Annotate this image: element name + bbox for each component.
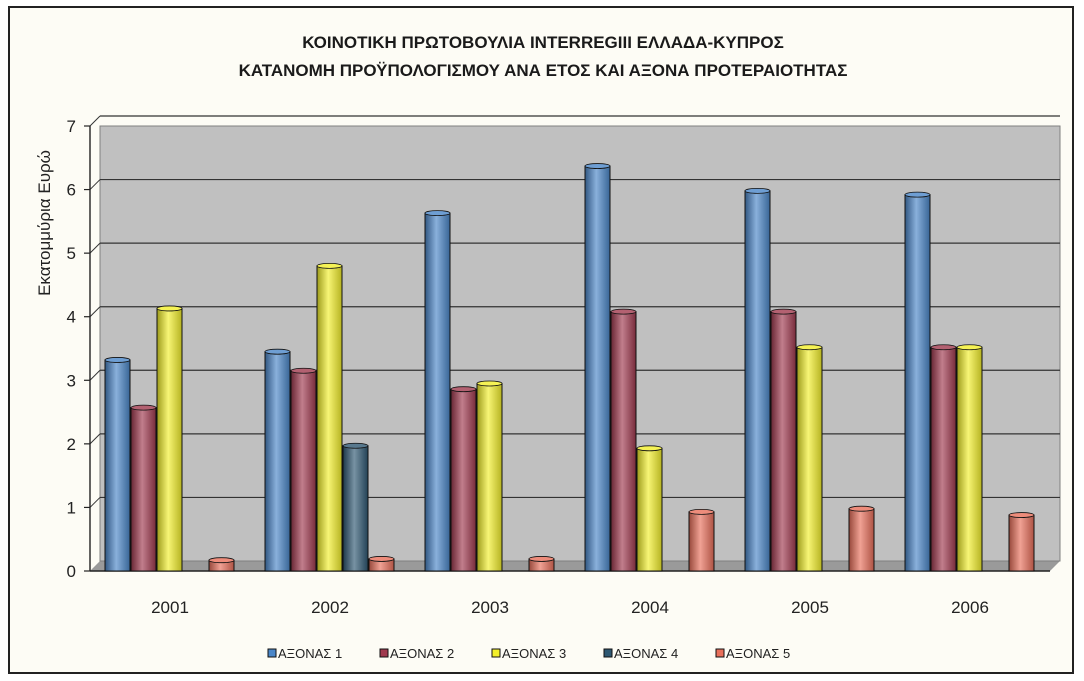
bar-top	[1008, 512, 1035, 518]
bar-top	[610, 308, 637, 315]
bar-top	[528, 556, 555, 562]
bar-top	[796, 344, 823, 351]
gridline-side	[89, 497, 101, 508]
bar-top	[316, 262, 343, 269]
bar-2003-αξονας-1	[424, 212, 451, 572]
bar-2006-αξονας-1	[904, 194, 931, 572]
gridline-side	[89, 433, 101, 445]
bar-top	[208, 557, 235, 564]
bar-top	[956, 344, 983, 351]
bar-top	[156, 305, 183, 312]
gridline-side	[89, 115, 101, 127]
y-tick-label: 1	[67, 498, 76, 517]
bar-2004-αξονας-2	[610, 311, 637, 572]
y-axis-title: Εκατομμύρια Ευρώ	[35, 150, 54, 296]
bar-top	[476, 380, 503, 387]
gridline-side	[89, 242, 101, 254]
bar-top	[688, 508, 715, 515]
bar-2005-αξονας-2	[770, 311, 797, 572]
y-tick-label: 5	[67, 244, 76, 263]
bar-2004-αξονας-1	[584, 165, 611, 572]
chart-title-line-2: ΚΑΤΑΝΟΜΗ ΠΡΟΫΠΟΛΟΓΙΣΜΟΥ ΑΝΑ ΕΤΟΣ ΚΑΙ ΑΞΟ…	[239, 61, 848, 80]
bar-2005-αξονας-5	[848, 508, 875, 572]
y-tick-label: 6	[67, 181, 76, 200]
legend-label: ΑΞΟΝΑΣ 3	[502, 646, 566, 661]
legend-label: ΑΞΟΝΑΣ 4	[614, 646, 678, 661]
bar-2006-αξονας-3	[956, 346, 983, 572]
bar-top	[290, 367, 317, 374]
bar-2002-αξονας-2	[290, 370, 317, 572]
bar-top	[342, 442, 369, 449]
bar-2005-αξονας-3	[796, 346, 823, 572]
bar-2006-αξονας-2	[930, 346, 957, 572]
legend-label: ΑΞΟΝΑΣ 1	[278, 646, 342, 661]
y-tick-label: 3	[67, 371, 76, 390]
chart-frame: ΚΟΙΝΟΤΙΚΗ ΠΡΩΤΟΒΟΥΛΙΑ INTERREGIII ΕΛΛΑΔΑ…	[8, 6, 1074, 674]
legend-label: ΑΞΟΝΑΣ 5	[726, 646, 790, 661]
gridline-side	[89, 306, 101, 318]
legend-label: ΑΞΟΝΑΣ 2	[390, 646, 454, 661]
bar-2002-αξονας-4	[342, 445, 369, 572]
bar-top	[744, 187, 771, 194]
legend-swatch	[603, 648, 613, 658]
bar-top	[636, 445, 663, 452]
x-tick-label: 2006	[951, 598, 989, 617]
x-tick-label: 2001	[151, 598, 189, 617]
bar-top	[130, 404, 157, 411]
bar-top	[848, 505, 875, 512]
chart-title-line-1: ΚΟΙΝΟΤΙΚΗ ΠΡΩΤΟΒΟΥΛΙΑ INTERREGIII ΕΛΛΑΔΑ…	[302, 33, 784, 52]
bar-2003-αξονας-3	[476, 382, 503, 572]
x-tick-label: 2002	[311, 598, 349, 617]
bar-2005-αξονας-1	[744, 190, 771, 572]
gridline-side	[89, 179, 101, 190]
bar-2001-αξονας-1	[104, 359, 131, 572]
bar-top	[904, 191, 931, 198]
legend-swatch	[379, 648, 389, 658]
bar-2006-αξονας-5	[1008, 514, 1035, 572]
legend-swatch	[491, 648, 501, 658]
bar-top	[264, 348, 291, 355]
bar-top	[368, 556, 395, 562]
bar-2004-αξονας-5	[688, 511, 715, 572]
bar-2002-αξονας-3	[316, 265, 343, 572]
x-tick-label: 2003	[471, 598, 509, 617]
y-tick-label: 2	[67, 435, 76, 454]
x-tick-label: 2005	[791, 598, 829, 617]
bar-top	[584, 163, 611, 169]
plot-area	[99, 125, 1061, 562]
bar-top	[770, 308, 797, 315]
bar-2001-αξονας-2	[130, 407, 157, 572]
y-tick-label: 7	[67, 117, 76, 136]
bar-chart: ΚΟΙΝΟΤΙΚΗ ΠΡΩΤΟΒΟΥΛΙΑ INTERREGIII ΕΛΛΑΔΑ…	[35, 33, 1061, 661]
bar-2002-αξονας-1	[264, 351, 291, 572]
bar-top	[450, 386, 477, 393]
x-tick-label: 2004	[631, 598, 669, 617]
legend-swatch	[715, 648, 725, 658]
y-tick-label: 4	[67, 308, 76, 327]
bar-2003-αξονας-2	[450, 388, 477, 572]
bar-top	[930, 344, 957, 351]
bar-top	[104, 357, 131, 363]
gridline-side	[89, 369, 101, 381]
bar-2001-αξονας-3	[156, 307, 183, 572]
legend-swatch	[267, 648, 277, 658]
y-tick-label: 0	[67, 562, 76, 581]
bar-2004-αξονας-3	[636, 447, 663, 572]
bar-top	[424, 210, 451, 216]
